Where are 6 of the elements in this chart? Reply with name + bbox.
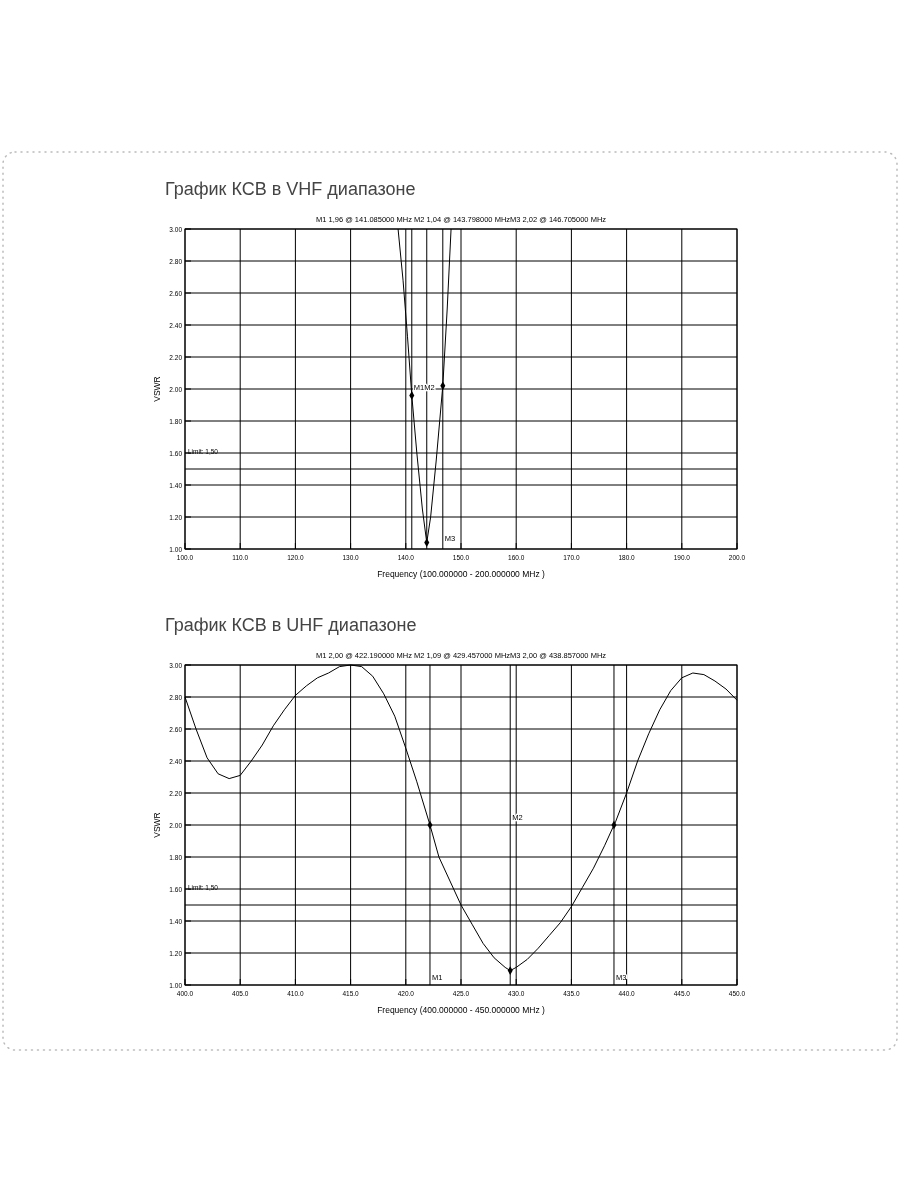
chart-title: График КСВ в UHF диапазоне — [165, 615, 417, 635]
chart-title: График КСВ в VHF диапазоне — [165, 179, 416, 199]
x-axis-title: Frequency (400.000000 - 450.000000 MHz ) — [377, 1005, 546, 1015]
x-axis-title: Frequency (100.000000 - 200.000000 MHz ) — [377, 569, 546, 579]
y-axis-title: VSWR — [152, 812, 162, 838]
y-axis-title: VSWR — [152, 376, 162, 402]
